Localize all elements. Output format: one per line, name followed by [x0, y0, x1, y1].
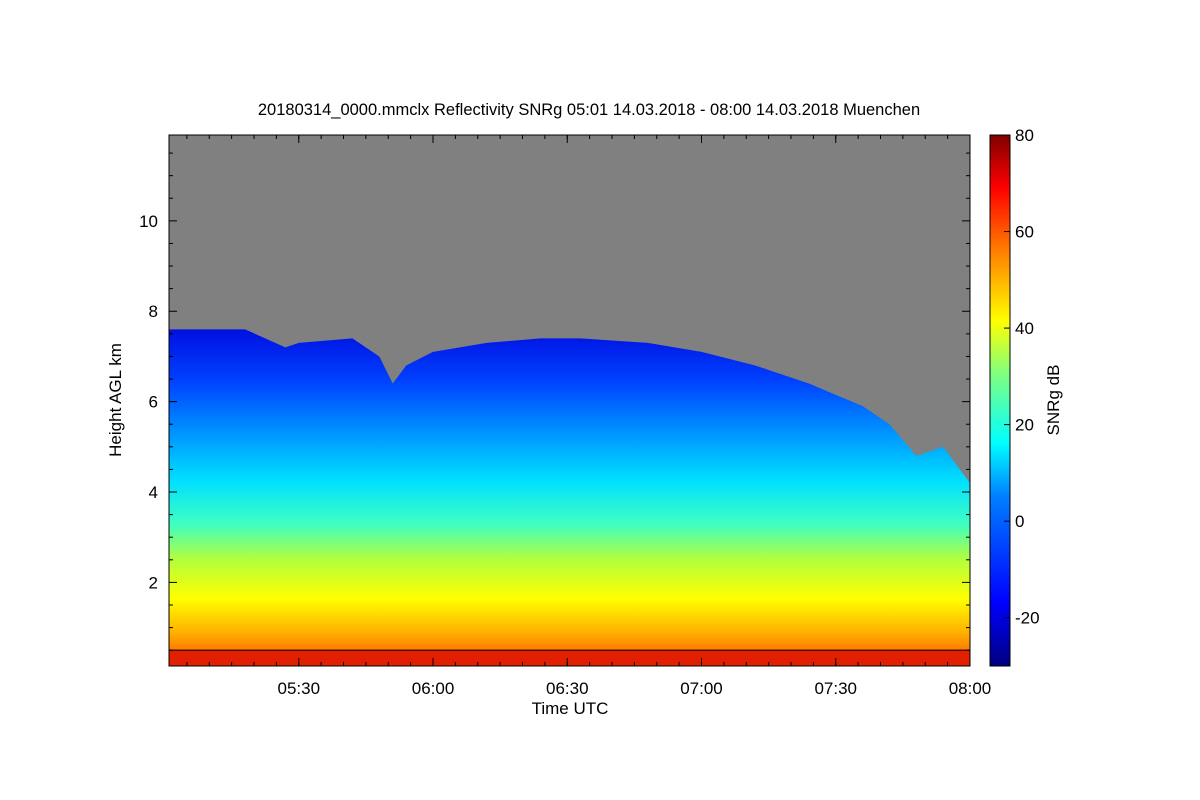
x-tick-label: 07:00	[680, 679, 723, 698]
y-tick-label: 8	[149, 302, 158, 321]
surface-echo	[169, 650, 970, 666]
y-tick-label: 2	[149, 573, 158, 592]
x-tick-label: 08:00	[949, 679, 992, 698]
colorbar-ticks: -20 0 20 40 60 80	[1004, 126, 1040, 628]
cloud-echo-region	[169, 329, 970, 666]
y-tick-label: 10	[139, 212, 158, 231]
x-axis: 05:30 06:00 06:30 07:00 07:30 08:00	[186, 135, 992, 698]
x-axis-label: Time UTC	[532, 699, 609, 718]
y-axis-label: Height AGL km	[106, 343, 125, 457]
y-axis: 2 4 6 8 10	[139, 152, 970, 651]
colorbar	[989, 134, 1011, 667]
y-tick-label: 6	[149, 393, 158, 412]
chart-title: 20180314_0000.mmclx Reflectivity SNRg 05…	[258, 101, 920, 119]
x-tick-label: 06:30	[546, 679, 589, 698]
colorbar-tick-label: -20	[1015, 609, 1040, 628]
colorbar-tick-label: 80	[1015, 126, 1034, 145]
near-surface-band	[169, 650, 970, 666]
colorbar-tick-label: 40	[1015, 319, 1034, 338]
colorbar-tick-label: 60	[1015, 223, 1034, 242]
plot-frame	[168, 134, 971, 667]
plot-area	[169, 135, 970, 666]
x-tick-label: 05:30	[277, 679, 320, 698]
y-tick-label: 4	[149, 483, 158, 502]
colorbar-tick-label: 20	[1015, 416, 1034, 435]
colorbar-label: SNRg dB	[1044, 365, 1063, 436]
colorbar-tick-label: 0	[1015, 512, 1024, 531]
x-tick-label: 07:30	[814, 679, 857, 698]
x-tick-label: 06:00	[412, 679, 455, 698]
